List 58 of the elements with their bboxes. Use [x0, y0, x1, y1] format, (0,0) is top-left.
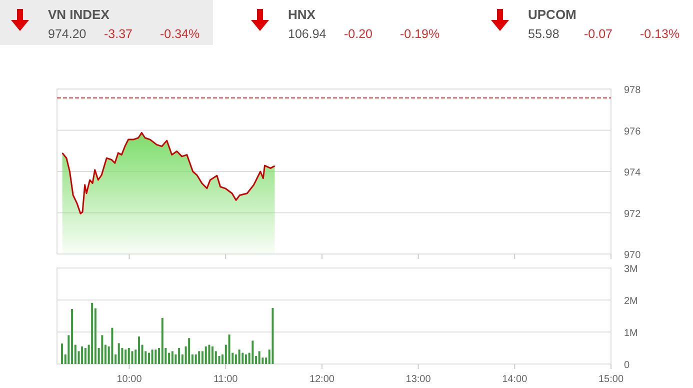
bar — [178, 348, 180, 364]
y-tick-label: 1M — [624, 328, 638, 339]
bar — [212, 346, 214, 364]
bar — [244, 354, 247, 364]
x-tick-label: 10:00 — [116, 374, 142, 385]
bar — [252, 340, 254, 364]
bar — [238, 350, 240, 364]
y-tick-label: 974 — [624, 168, 642, 178]
category-label: VN INDEX — [48, 7, 110, 22]
bar — [124, 350, 127, 364]
y-tick-label: 976 — [624, 126, 642, 138]
text: -0.13% — [640, 27, 680, 41]
bar — [258, 351, 260, 364]
x-tick-label: 15:00 — [598, 374, 624, 385]
y-tick-label: 2M — [624, 296, 638, 307]
bar — [198, 351, 200, 364]
bar — [188, 338, 190, 364]
bar — [208, 344, 210, 364]
bar — [128, 348, 130, 364]
bar — [171, 351, 174, 364]
bar — [91, 302, 94, 364]
y-tick-label: 3M — [624, 264, 638, 275]
text: -3.37 — [104, 27, 133, 41]
text: 106.94 — [288, 27, 326, 41]
x-tick-label: 11:00 — [213, 374, 238, 385]
bar — [118, 343, 120, 364]
bar — [148, 352, 150, 364]
bar — [131, 351, 134, 364]
bar — [204, 346, 207, 364]
bar — [111, 328, 114, 364]
category-label: HNX — [288, 7, 316, 22]
text: 55.98 — [528, 27, 560, 41]
bar — [101, 335, 104, 364]
bar — [228, 334, 230, 364]
bar — [242, 352, 244, 364]
text: -0.34% — [160, 27, 200, 41]
bar — [154, 350, 157, 364]
category-label: UPCOM — [528, 7, 576, 22]
x-tick-label: 13:00 — [406, 374, 432, 385]
bar — [194, 354, 197, 364]
text: -0.07 — [584, 27, 613, 41]
bar — [272, 308, 274, 364]
x-tick-label: 12:00 — [309, 374, 335, 385]
y-tick-label: 970 — [624, 250, 642, 261]
bar — [84, 348, 86, 364]
y-tick-label: 0 — [624, 360, 630, 371]
y-tick-label: 978 — [624, 85, 642, 96]
x-tick-label: 14:00 — [502, 374, 528, 385]
bar — [61, 344, 64, 364]
bar — [161, 318, 164, 364]
text: 974.20 — [48, 27, 86, 41]
bar — [81, 346, 84, 364]
bar — [151, 350, 154, 364]
text: -0.19% — [400, 27, 440, 41]
y-tick-label: 972 — [624, 208, 642, 220]
bar — [138, 336, 140, 364]
bar — [71, 308, 74, 364]
text: -0.20 — [344, 27, 373, 41]
